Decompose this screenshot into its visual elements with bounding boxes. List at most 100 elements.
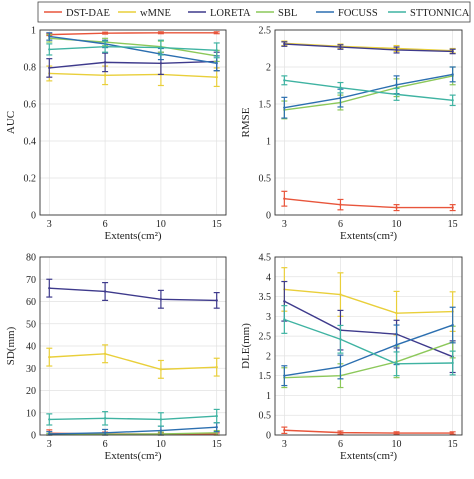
data-point (215, 414, 218, 418)
data-point (395, 48, 398, 52)
data-point (103, 45, 107, 48)
data-point (103, 74, 107, 77)
data-point (451, 323, 454, 327)
legend-label-2: LORETA (210, 8, 251, 19)
y-tick-label: 0.2 (24, 174, 37, 185)
y-tick-label: 2 (266, 351, 271, 362)
series-line (49, 72, 217, 78)
data-point (339, 338, 342, 341)
series-loreta (46, 278, 220, 309)
y-tick-label: 1 (266, 391, 271, 402)
series-sttonnica (46, 39, 220, 59)
x-tick-label: 10 (392, 439, 402, 450)
y-tick-label: 0.6 (24, 100, 37, 111)
data-point (451, 50, 454, 53)
data-point (48, 432, 51, 436)
series-line (49, 415, 217, 421)
x-tick-label: 6 (338, 439, 343, 450)
series-line (49, 45, 217, 52)
series-line (284, 324, 453, 377)
series-line (284, 318, 453, 365)
data-point (395, 431, 398, 435)
panel-0: 0 0.2 0.4 0.6 0.8 1 3 6 10 15 Extents(cm²) AUC (5, 26, 227, 242)
data-point (451, 431, 454, 435)
series-line (284, 341, 453, 379)
series-line (284, 42, 453, 52)
series-loreta (281, 41, 456, 55)
data-point (159, 368, 163, 371)
y-tick-label: 20 (26, 386, 36, 397)
y-tick-label: 1.5 (259, 371, 272, 382)
series-line (49, 432, 217, 436)
x-axis-label: Extents(cm²) (104, 450, 161, 462)
data-point (283, 318, 286, 321)
legend-label-3: SBL (278, 8, 297, 19)
series-line (284, 198, 453, 209)
data-point (215, 49, 218, 52)
plot-area (40, 30, 226, 215)
x-tick-label: 6 (103, 439, 108, 450)
data-point (283, 374, 286, 377)
data-point (339, 86, 342, 89)
series-wmne (46, 344, 220, 379)
data-point (283, 300, 286, 303)
data-point (451, 361, 454, 365)
data-point (159, 429, 163, 432)
data-point (215, 31, 218, 34)
series-line (49, 32, 217, 36)
x-tick-label: 6 (338, 219, 343, 230)
x-tick-label: 3 (282, 439, 287, 450)
legend-label-4: FOCUSS (338, 8, 378, 19)
y-tick-label: 50 (26, 319, 36, 330)
y-tick-label: 1 (31, 26, 36, 37)
panel-3: 0 0.5 1 1.5 2 2.5 3 3.5 4 4.5 3 6 10 15 Extents(cm²) DL… (240, 253, 463, 462)
data-point (395, 83, 398, 86)
data-point (103, 290, 107, 293)
y-tick-label: 0.5 (259, 174, 272, 185)
series-line (49, 287, 217, 302)
legend-label-0: DST-DAE (66, 8, 110, 19)
axes-frame (39, 256, 227, 436)
data-point (103, 61, 107, 64)
data-point (159, 46, 163, 49)
x-tick-label: 15 (448, 219, 458, 230)
data-point (395, 311, 398, 315)
data-point (339, 431, 342, 434)
y-tick-label: 2 (266, 63, 271, 74)
data-point (159, 298, 163, 301)
data-point (283, 106, 286, 109)
plot-area (275, 257, 462, 435)
series-line (49, 426, 217, 435)
y-tick-label: 30 (26, 364, 36, 375)
y-tick-label: 40 (26, 342, 36, 353)
data-point (339, 365, 342, 369)
series-line (284, 75, 453, 111)
data-point (215, 62, 218, 65)
data-point (215, 426, 218, 429)
y-tick-label: 0.4 (24, 137, 37, 148)
series-sttonnica (281, 305, 456, 377)
data-point (48, 66, 51, 70)
series-line (284, 429, 453, 434)
data-point (283, 429, 286, 432)
x-tick-label: 10 (392, 219, 402, 230)
x-axis-label: Extents(cm²) (340, 450, 397, 462)
series-dst-dae (281, 190, 456, 212)
x-axis-label: Extents(cm²) (104, 230, 161, 242)
series-line (284, 79, 453, 101)
x-tick-label: 3 (47, 439, 52, 450)
data-point (215, 299, 218, 302)
data-point (215, 365, 218, 369)
x-tick-label: 3 (47, 219, 52, 230)
data-point (283, 197, 286, 200)
y-tick-label: 1 (266, 137, 271, 148)
y-tick-label: 3.5 (259, 292, 272, 303)
y-axis-label: DLE(mm) (240, 323, 252, 369)
data-point (48, 355, 51, 359)
data-point (283, 79, 286, 82)
data-point (339, 96, 342, 100)
panel-1: 0 0.5 1 1.5 2 2.5 3 6 10 15 Extents(cm²) RMSE (240, 26, 463, 242)
data-point (48, 48, 51, 51)
y-tick-label: 10 (26, 408, 36, 419)
